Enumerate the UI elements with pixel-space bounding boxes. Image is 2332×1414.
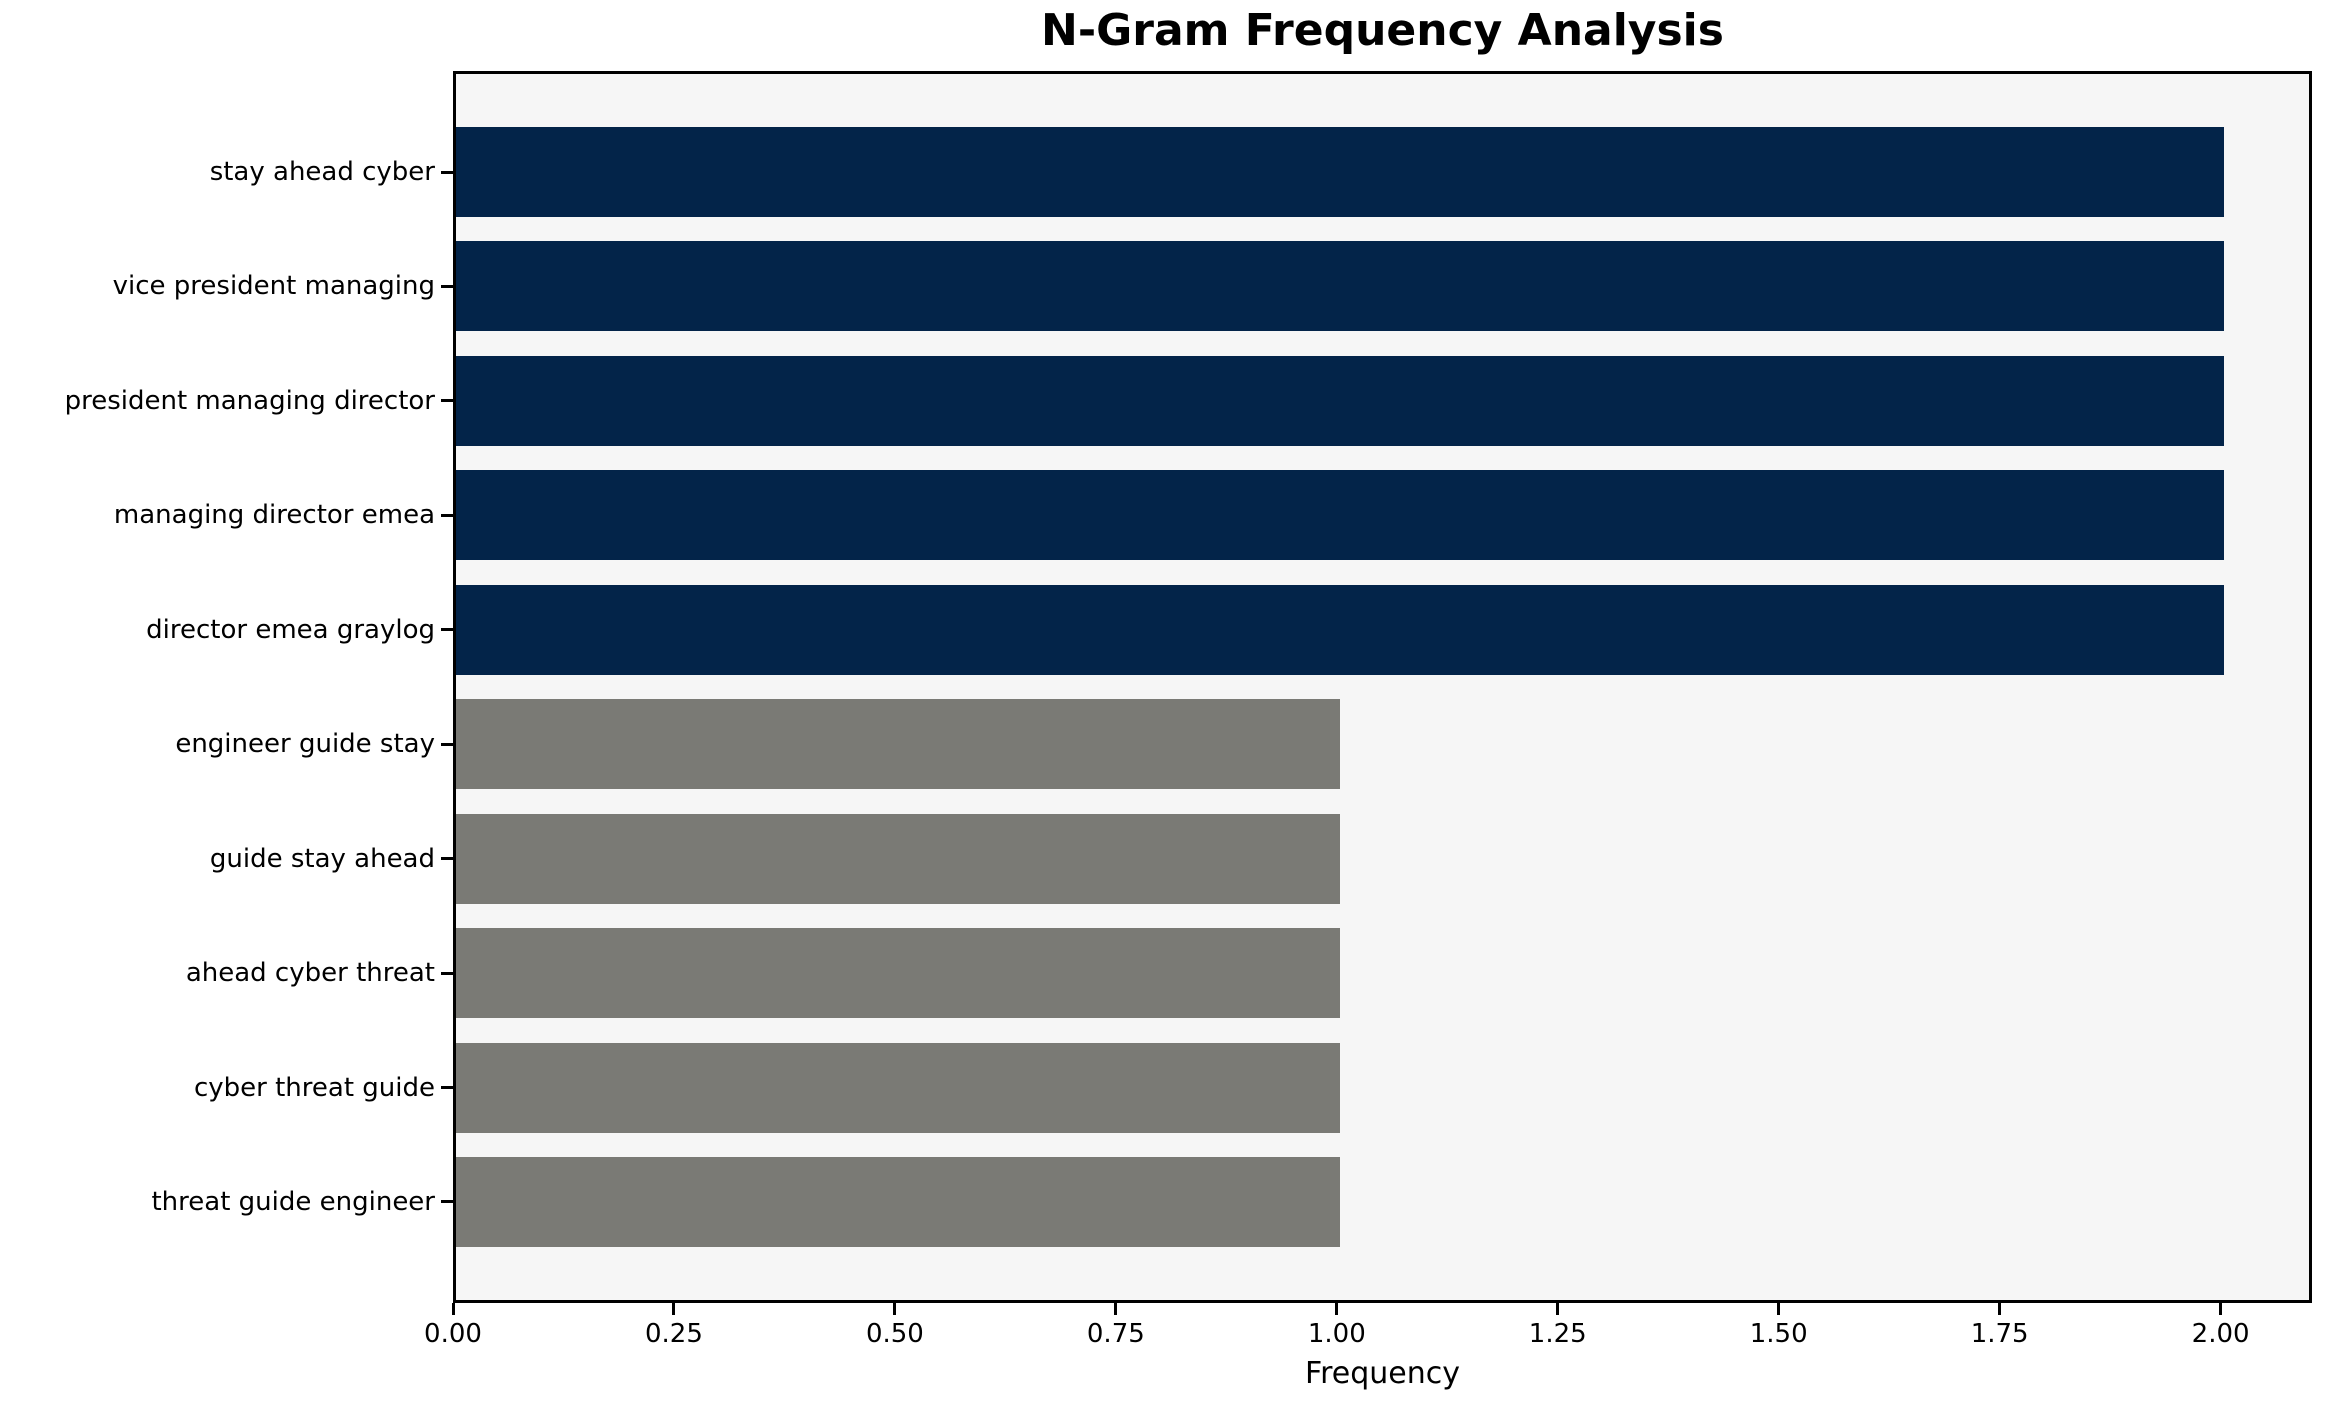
bar: [456, 470, 2224, 561]
y-tick: [441, 399, 453, 403]
x-tick: [1114, 1303, 1118, 1315]
bar: [456, 241, 2224, 332]
bar: [456, 1156, 1340, 1247]
x-axis-tick-label: 0.50: [865, 1319, 924, 1349]
x-axis-tick-label: 0.25: [644, 1319, 703, 1349]
x-axis-title: Frequency: [1305, 1356, 1460, 1391]
y-tick: [441, 284, 453, 288]
x-axis-tick-label: 1.00: [1307, 1319, 1366, 1349]
x-tick: [1556, 1303, 1560, 1315]
bar: [456, 127, 2224, 217]
y-axis-label: managing director emea: [113, 500, 435, 531]
y-axis-label: ahead cyber threat: [185, 958, 435, 989]
y-axis-label: engineer guide stay: [175, 729, 435, 760]
y-tick: [441, 1086, 453, 1090]
x-axis-tick-label: 0.00: [424, 1319, 482, 1349]
bar: [456, 813, 1340, 904]
y-axis-label: stay ahead cyber: [209, 157, 435, 187]
y-axis-label: president managing director: [64, 385, 435, 416]
y-tick: [441, 170, 453, 174]
y-axis-label: vice president managing: [112, 271, 435, 302]
x-axis-tick-label: 1.50: [1749, 1319, 1808, 1349]
x-axis-tick-label: 2.00: [2191, 1319, 2250, 1349]
bar: [456, 1042, 1340, 1133]
y-axis-label: guide stay ahead: [209, 843, 435, 874]
x-tick: [2219, 1303, 2223, 1315]
chart-title: N-Gram Frequency Analysis: [1041, 5, 1724, 56]
y-tick: [441, 1200, 453, 1204]
bar: [456, 928, 1340, 1019]
x-axis-tick-label: 1.25: [1528, 1319, 1587, 1349]
y-tick: [441, 628, 453, 632]
y-tick: [441, 971, 453, 975]
y-axis-label: cyber threat guide: [193, 1072, 435, 1103]
x-tick: [893, 1303, 897, 1315]
x-axis-tick-label: 0.75: [1086, 1319, 1145, 1349]
x-tick: [1335, 1303, 1339, 1315]
y-tick: [441, 857, 453, 861]
bar: [456, 355, 2224, 446]
y-axis-label: director emea graylog: [146, 614, 435, 645]
bar: [456, 699, 1340, 790]
bar: [456, 584, 2224, 675]
x-tick: [1777, 1303, 1781, 1315]
y-tick: [441, 513, 453, 517]
y-tick: [441, 742, 453, 746]
x-tick: [672, 1303, 676, 1315]
x-tick: [451, 1303, 455, 1315]
x-tick: [1998, 1303, 2002, 1315]
y-axis-label: threat guide engineer: [151, 1186, 435, 1217]
x-axis-tick-label: 1.75: [1970, 1319, 2029, 1349]
